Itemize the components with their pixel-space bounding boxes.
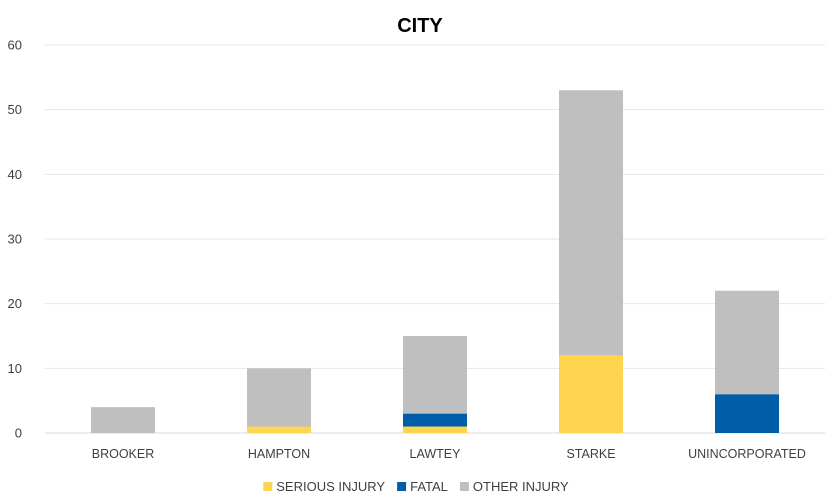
x-category-label: LAWTEY: [410, 447, 462, 461]
bar-segment: [91, 407, 155, 433]
bars: [91, 90, 779, 433]
x-category-label: HAMPTON: [248, 447, 310, 461]
x-category-label: BROOKER: [92, 447, 155, 461]
legend: SERIOUS INJURY FATAL OTHER INJURY: [263, 479, 569, 494]
legend-label: SERIOUS INJURY: [276, 479, 385, 494]
x-category-label: UNINCORPORATED: [688, 447, 806, 461]
legend-item: FATAL: [397, 479, 448, 494]
bar-segment: [403, 413, 467, 427]
y-tick-label: 60: [8, 38, 22, 53]
y-tick-label: 30: [8, 232, 22, 247]
legend-swatch: [263, 482, 273, 491]
gridlines: [45, 44, 825, 434]
y-tick-label: 20: [8, 296, 22, 311]
bar-segment: [559, 355, 623, 433]
bar-segment: [247, 368, 311, 427]
y-tick-label: 10: [8, 361, 22, 376]
bar-segment: [715, 290, 779, 395]
y-tick-label: 0: [15, 426, 22, 441]
x-category-label: STARKE: [566, 447, 615, 461]
bar-segment: [559, 90, 623, 356]
legend-item: SERIOUS INJURY: [263, 479, 385, 494]
bar-segment: [715, 394, 779, 433]
bar-segment: [403, 426, 467, 433]
legend-item: OTHER INJURY: [459, 479, 569, 494]
bar-segment: [403, 336, 467, 414]
y-tick-label: 50: [8, 102, 22, 117]
y-axis-tick-labels: 0 10 20 30 40 50 60: [8, 38, 22, 441]
legend-swatch: [459, 482, 469, 491]
legend-label: OTHER INJURY: [473, 479, 569, 494]
legend-swatch: [397, 482, 407, 491]
x-axis-category-labels: BROOKER HAMPTON LAWTEY STARKE UNINCORPORATED: [92, 447, 806, 461]
bar-segment: [247, 426, 311, 433]
legend-label: FATAL: [410, 479, 448, 494]
chart-title: CITY: [397, 15, 443, 37]
y-tick-label: 40: [8, 167, 22, 182]
